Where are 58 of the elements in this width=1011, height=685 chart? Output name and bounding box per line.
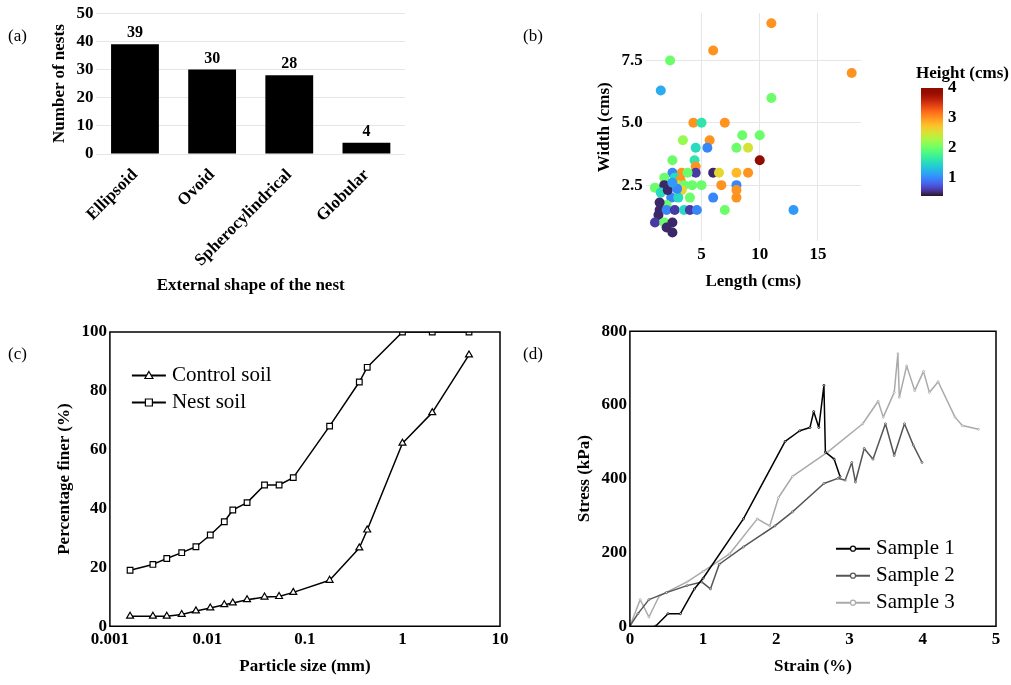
y-tick-label: 40 xyxy=(76,30,94,50)
bar xyxy=(342,142,391,154)
x-tick-label: 2 xyxy=(772,628,781,648)
text: (b) xyxy=(523,26,543,46)
x-tick-label: 1 xyxy=(698,628,708,648)
data-label: 39 xyxy=(126,23,143,41)
y-tick-label: 40 xyxy=(89,497,107,517)
data-label: 28 xyxy=(281,54,298,72)
y-tick-label: 800 xyxy=(601,320,627,340)
y-tick-label: 80 xyxy=(89,380,107,400)
y-tick-label: 100 xyxy=(81,321,107,341)
y-tick-label: 7.5 xyxy=(621,49,643,69)
x-axis-title: Length (cms) xyxy=(705,271,802,291)
x-tick-label: 4 xyxy=(918,628,928,648)
y-tick-label: 30 xyxy=(76,58,94,78)
y-tick-label: 200 xyxy=(601,541,627,561)
y-tick-label: 600 xyxy=(601,394,627,414)
y-tick-label: 60 xyxy=(89,439,107,459)
color-bar-label: 3 xyxy=(948,107,957,127)
y-tick-label: 0 xyxy=(618,615,627,635)
x-tick-label: 10 xyxy=(491,628,509,648)
y-tick-label: 2.5 xyxy=(621,174,643,194)
color-bar-label: 2 xyxy=(948,137,957,157)
x-tick-label: 5 xyxy=(991,628,1001,648)
x-tick-label: 1 xyxy=(398,628,407,648)
text: (d) xyxy=(523,344,543,364)
y-tick-label: 5.0 xyxy=(621,112,643,132)
x-tick-label: 0.1 xyxy=(294,628,316,648)
legend-label: Sample 1 xyxy=(876,535,955,560)
data-label: 30 xyxy=(204,48,221,66)
y-tick-label: 20 xyxy=(76,87,94,107)
x-tick-label: 0.01 xyxy=(192,628,223,648)
data-label: 4 xyxy=(362,121,371,139)
text: (c) xyxy=(8,344,27,364)
x-tick-label: 3 xyxy=(845,628,854,648)
y-axis-title: Stress (kPa) xyxy=(573,435,593,523)
x-axis-title: Particle size (mm) xyxy=(239,656,371,676)
x-tick-label: 5 xyxy=(697,243,706,263)
y-tick-label: 10 xyxy=(76,115,94,135)
y-axis-title: Number of nests xyxy=(48,23,68,143)
x-tick-label: 10 xyxy=(751,243,769,263)
legend-label: Sample 2 xyxy=(876,562,955,587)
legend-label: Sample 3 xyxy=(876,589,955,614)
y-tick-label: 20 xyxy=(89,556,107,576)
text: (a) xyxy=(8,26,27,46)
bar xyxy=(111,44,159,154)
y-tick-label: 0 xyxy=(84,143,94,163)
y-axis-title: Percentage finer (%) xyxy=(53,403,73,555)
legend-label: Nest soil xyxy=(171,389,247,414)
legend-label: Control soil xyxy=(171,362,272,387)
x-axis-title: External shape of the nest xyxy=(156,275,345,295)
bar xyxy=(265,75,314,154)
y-tick-label: 400 xyxy=(601,468,627,488)
x-axis-title: Strain (%) xyxy=(773,656,852,676)
bar xyxy=(188,69,237,154)
x-tick-label: 15 xyxy=(809,243,827,263)
y-tick-label: 50 xyxy=(76,2,94,22)
y-axis-title: Width (cms) xyxy=(593,82,613,173)
